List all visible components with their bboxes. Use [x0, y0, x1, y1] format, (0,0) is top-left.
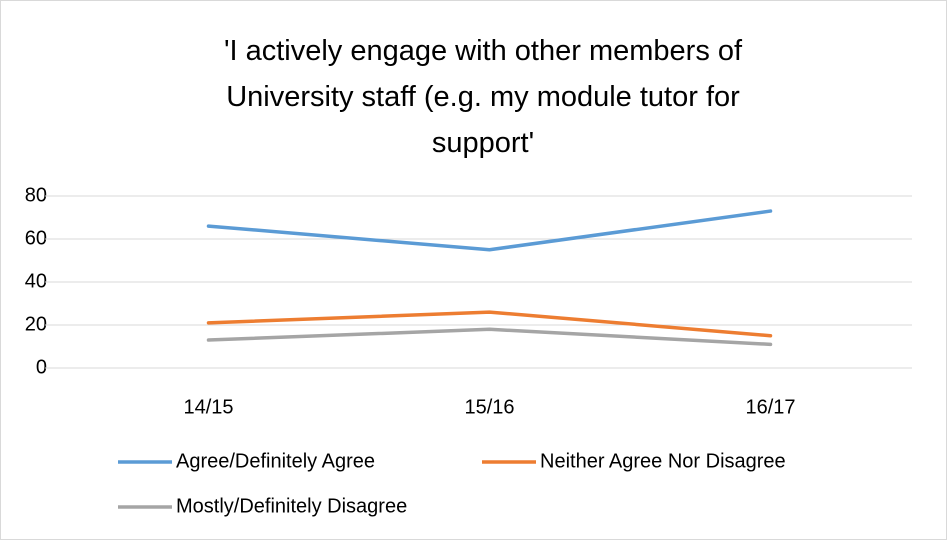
data-line: [206, 327, 773, 347]
y-tick-label: 80: [25, 184, 47, 206]
legend-label: Agree/Definitely Agree: [176, 450, 375, 472]
data-line: [206, 209, 773, 252]
x-tick-label: 15/16: [464, 396, 514, 418]
x-tick-label: 16/17: [745, 396, 795, 418]
chart-title: 'I actively engage with other members of…: [223, 35, 743, 159]
x-tick-label: 14/15: [183, 396, 233, 418]
legend-label: Mostly/Definitely Disagree: [176, 495, 407, 517]
y-tick-label: 0: [36, 356, 47, 378]
y-tick-label: 40: [25, 270, 47, 292]
y-tick-label: 60: [25, 227, 47, 249]
y-tick-label: 20: [25, 313, 47, 335]
legend-label: Neither Agree Nor Disagree: [540, 450, 786, 472]
data-line: [206, 310, 773, 338]
